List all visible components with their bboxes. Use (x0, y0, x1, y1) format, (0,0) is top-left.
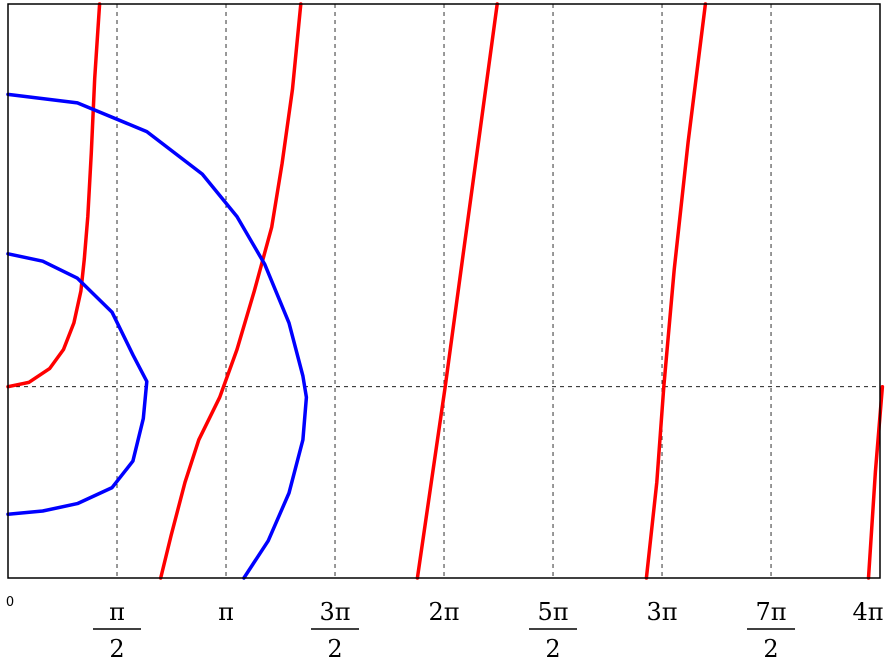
plot-frame (7, 3, 881, 579)
tick-label-three_pi_half-denominator: 2 (327, 635, 342, 663)
tick-label-seven_pi_half-numerator: 7π (756, 598, 787, 626)
tick-label-four_pi: 4π (852, 598, 883, 626)
tick-label-pi_half-numerator: π (109, 598, 125, 626)
tick-label-five_pi_half-numerator: 5π (537, 598, 568, 626)
series-line-3 (644, 2, 708, 580)
tick-label-zero: 0 (6, 595, 14, 610)
series-line-5 (6, 252, 149, 516)
tick-label-five_pi_half-denominator: 2 (545, 635, 560, 663)
tick-label-pi_half-denominator: 2 (109, 635, 124, 663)
series-line-2 (415, 2, 499, 580)
grid-lines (8, 4, 880, 578)
tick-label-two_pi: 2π (428, 598, 459, 626)
tick-label-pi: π (218, 598, 234, 626)
series-line-6 (6, 92, 309, 580)
series-line-1 (158, 2, 303, 580)
tick-label-seven_pi_half-denominator: 2 (763, 635, 778, 663)
tick-label-three_pi: 3π (646, 598, 677, 626)
series-line-0 (6, 2, 102, 389)
tick-label-three_pi_half-numerator: 3π (319, 598, 350, 626)
